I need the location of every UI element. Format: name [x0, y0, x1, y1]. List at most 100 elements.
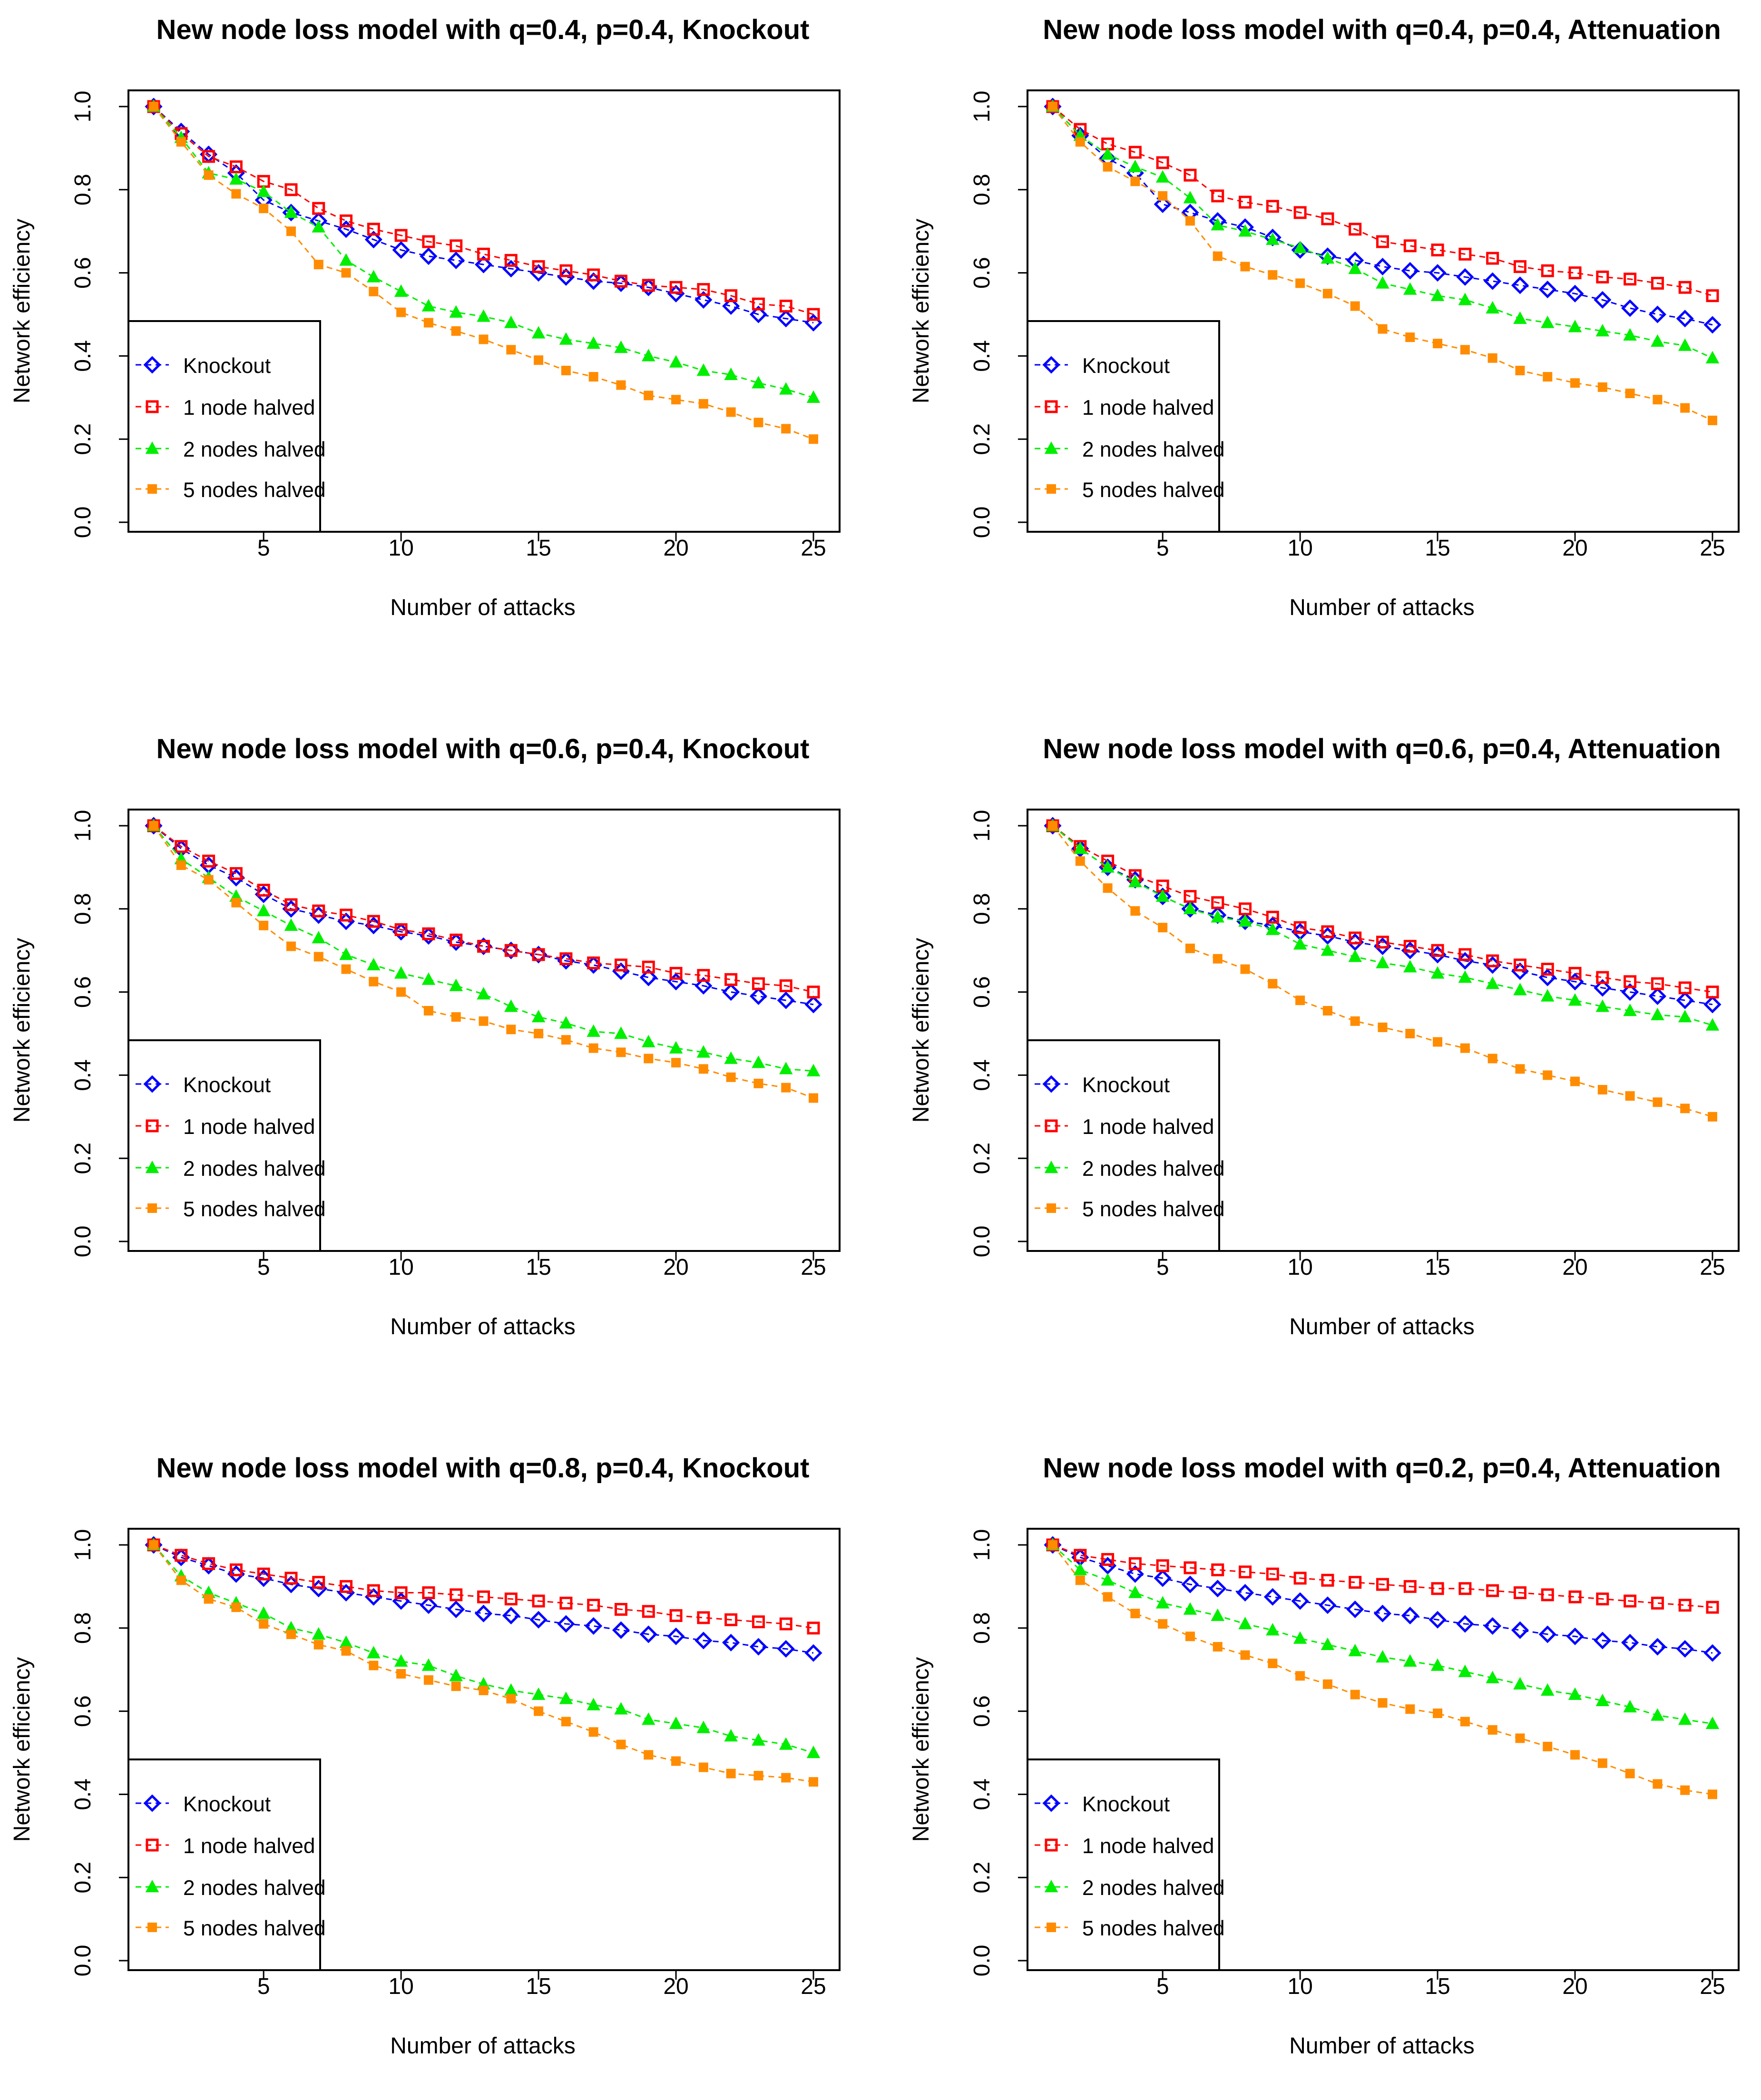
data-point — [1378, 1698, 1388, 1708]
data-point — [1403, 282, 1417, 295]
data-point — [1706, 986, 1719, 999]
data-point — [1653, 395, 1663, 405]
data-point — [1321, 251, 1335, 264]
data-point — [312, 930, 325, 944]
y-tick-label: 0.6 — [969, 976, 995, 1008]
data-point — [1239, 195, 1252, 209]
data-point — [369, 1660, 379, 1670]
data-point — [614, 274, 627, 288]
data-point — [229, 172, 243, 185]
x-tick-label: 25 — [801, 1255, 826, 1280]
x-tick-label: 20 — [663, 1255, 688, 1280]
x-tick-label: 5 — [257, 536, 270, 561]
series-4 — [1048, 821, 1717, 1122]
data-point — [557, 1615, 575, 1633]
data-point — [1486, 954, 1499, 967]
chart-panel-1: New node loss model with q=0.4, p=0.4, K… — [10, 14, 841, 620]
data-point — [667, 1627, 685, 1645]
data-point — [1103, 1592, 1113, 1602]
data-point — [1706, 289, 1719, 303]
data-point — [1403, 1654, 1417, 1667]
data-point — [1238, 914, 1252, 927]
data-point — [1597, 1084, 1607, 1094]
chart-panel-2: New node loss model with q=0.4, p=0.4, A… — [909, 14, 1740, 620]
data-point — [367, 223, 380, 236]
plot-frame — [1027, 1528, 1740, 1971]
data-point — [313, 260, 323, 270]
data-point — [367, 957, 381, 971]
y-axis-label: Network efficiency — [909, 938, 934, 1123]
legend: Knockout 1 node halved 2 nodes halved 5 nod… — [127, 1039, 326, 1252]
data-point — [1430, 966, 1445, 979]
data-point — [1513, 260, 1526, 273]
data-point — [1623, 328, 1637, 341]
data-point — [1595, 323, 1610, 337]
data-point — [1349, 1576, 1362, 1589]
data-point — [726, 407, 736, 417]
data-point — [1350, 1016, 1360, 1026]
data-point — [284, 918, 298, 931]
data-point — [1185, 216, 1195, 226]
data-point — [1403, 939, 1417, 953]
data-point — [614, 1702, 628, 1715]
data-point — [809, 1777, 818, 1787]
data-point — [1486, 1584, 1499, 1597]
series-1 — [1044, 98, 1722, 334]
data-point — [312, 220, 325, 233]
series-1 — [1044, 1536, 1722, 1662]
data-point — [1126, 1565, 1144, 1583]
x-tick-label: 5 — [1156, 1255, 1169, 1280]
data-point — [1405, 1704, 1415, 1714]
data-point — [588, 372, 598, 382]
data-point — [1703, 1644, 1722, 1662]
series-line — [1052, 825, 1713, 993]
data-point — [420, 247, 438, 265]
legend: Knockout 1 node halved 2 nodes halved 5 nod… — [127, 320, 326, 533]
x-tick-label: 20 — [663, 1974, 688, 1999]
legend-marker — [1044, 1880, 1058, 1893]
data-point — [696, 1720, 711, 1733]
data-point — [1623, 1003, 1637, 1016]
legend-label: 1 node halved — [183, 1115, 315, 1139]
data-point — [504, 254, 518, 267]
y-tick-label: 1.0 — [70, 91, 96, 123]
data-point — [423, 1006, 433, 1016]
data-point — [1460, 1717, 1470, 1727]
data-point — [1566, 284, 1584, 303]
data-point — [1568, 1590, 1582, 1603]
data-point — [256, 1606, 271, 1619]
series-4 — [1048, 1540, 1717, 1799]
data-point — [1458, 293, 1472, 305]
legend-marker — [145, 441, 159, 454]
legend-marker — [1047, 484, 1056, 494]
data-point — [587, 1698, 600, 1710]
data-point — [149, 1540, 158, 1550]
plot-frame — [127, 809, 841, 1252]
data-point — [1430, 1658, 1445, 1671]
series-line — [153, 825, 814, 993]
data-point — [394, 923, 408, 936]
series-line — [153, 1544, 814, 1783]
legend-marker — [1044, 441, 1058, 454]
data-point — [1625, 1768, 1635, 1778]
legend-marker — [146, 1119, 159, 1133]
legend-box — [127, 320, 321, 533]
data-point — [477, 987, 490, 1000]
data-point — [1348, 1643, 1362, 1657]
data-point — [1460, 1043, 1470, 1053]
series-line — [153, 1544, 814, 1654]
data-point — [1595, 999, 1610, 1012]
y-tick-label: 0.4 — [70, 1059, 96, 1091]
data-point — [1458, 970, 1472, 983]
data-point — [753, 418, 763, 428]
data-point — [1211, 218, 1224, 231]
data-point — [531, 1010, 546, 1023]
data-point — [697, 1611, 710, 1624]
data-point — [1651, 276, 1664, 290]
x-tick-label: 5 — [1156, 536, 1169, 561]
data-point — [1515, 1733, 1525, 1743]
y-axis-label: Network efficiency — [909, 1657, 934, 1842]
data-point — [669, 281, 683, 294]
data-point — [1678, 1599, 1692, 1612]
series-2 — [1046, 100, 1719, 303]
